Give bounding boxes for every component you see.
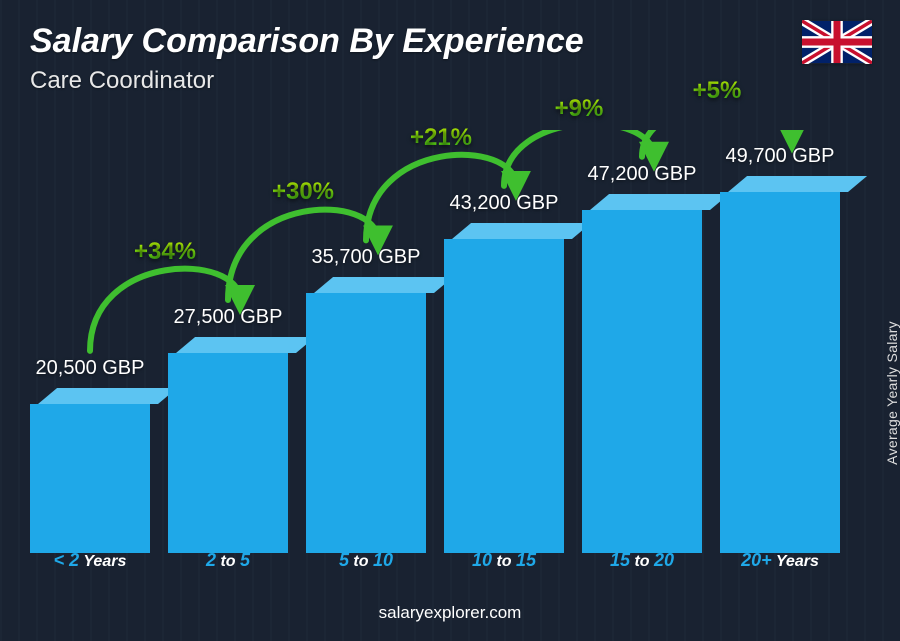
bars-container: 20,500 GBP 27,500 GBP 35,700 GBP 43,200 GBP… xyxy=(30,137,840,537)
bar xyxy=(444,223,564,537)
pct-increase-label: +9% xyxy=(555,95,604,123)
bar xyxy=(30,388,150,537)
bar-value-label: 49,700 GBP xyxy=(726,145,835,168)
footer-text: salaryexplorer.com xyxy=(0,603,900,623)
chart-subtitle: Care Coordinator xyxy=(30,67,584,95)
header: Salary Comparison By Experience Care Coo… xyxy=(30,22,584,95)
bar xyxy=(582,194,702,537)
country-flag-icon xyxy=(802,20,872,64)
bar-value-label: 20,500 GBP xyxy=(36,357,145,380)
pct-increase-label: +21% xyxy=(410,124,472,152)
bar-value-label: 47,200 GBP xyxy=(588,163,697,186)
category-label: 2 to 5 xyxy=(168,550,288,571)
chart-area: 20,500 GBP 27,500 GBP 35,700 GBP 43,200 GBP… xyxy=(30,130,840,571)
category-label: 10 to 15 xyxy=(444,550,564,571)
category-label: 20+ Years xyxy=(720,550,840,571)
pct-increase-label: +30% xyxy=(272,178,334,206)
bar-slot: 27,500 GBP xyxy=(168,137,288,537)
bar-slot: 20,500 GBP xyxy=(30,137,150,537)
bar xyxy=(168,337,288,537)
category-label: 15 to 20 xyxy=(582,550,702,571)
pct-increase-label: +5% xyxy=(693,77,742,105)
bar xyxy=(306,277,426,537)
bar-slot: 47,200 GBP xyxy=(582,137,702,537)
category-row: < 2 Years 2 to 5 5 to 10 10 to 15 15 to 20 20… xyxy=(30,550,840,571)
bar-value-label: 43,200 GBP xyxy=(450,192,559,215)
category-label: < 2 Years xyxy=(30,550,150,571)
y-axis-label: Average Yearly Salary xyxy=(884,321,900,465)
pct-increase-label: +34% xyxy=(134,238,196,266)
bar-slot: 43,200 GBP xyxy=(444,137,564,537)
bar-slot: 49,700 GBP xyxy=(720,137,840,537)
category-label: 5 to 10 xyxy=(306,550,426,571)
bar-value-label: 35,700 GBP xyxy=(312,246,421,269)
chart-title: Salary Comparison By Experience xyxy=(30,22,584,61)
bar-value-label: 27,500 GBP xyxy=(174,306,283,329)
bar xyxy=(720,176,840,537)
